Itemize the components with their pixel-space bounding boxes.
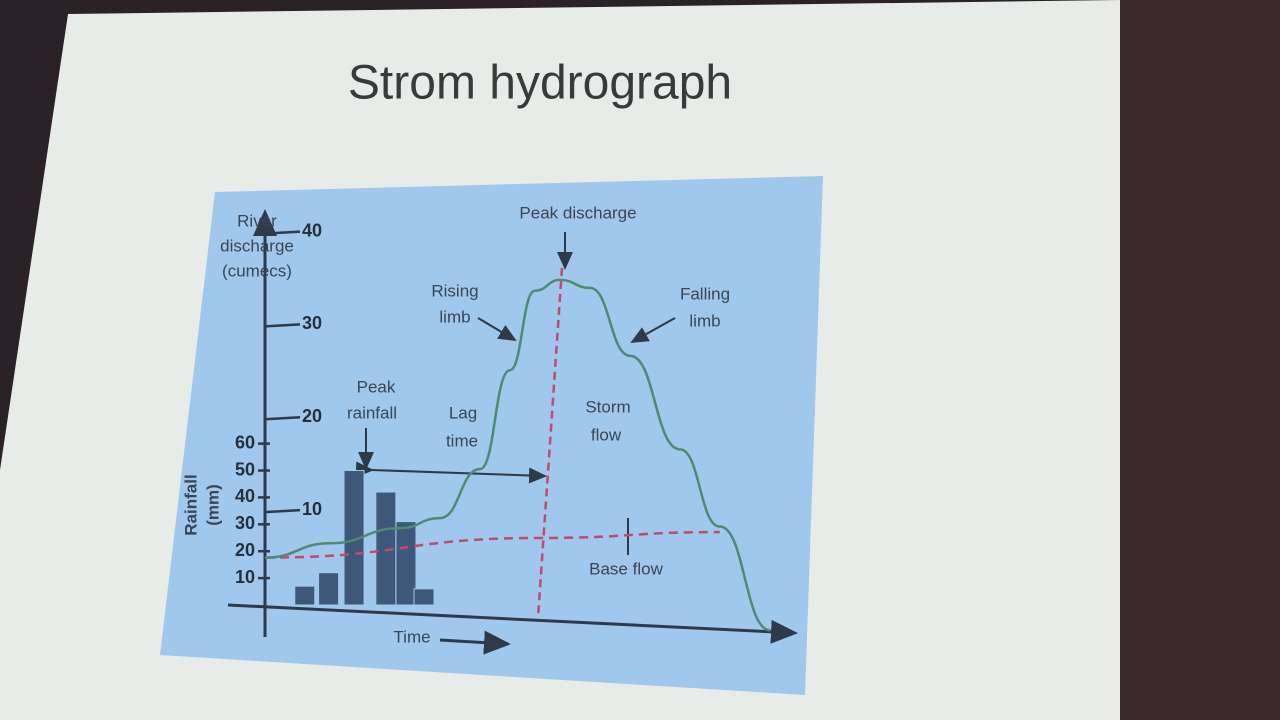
y-tick bbox=[264, 416, 301, 421]
annotation: rainfall bbox=[347, 403, 397, 422]
y-tick bbox=[264, 508, 301, 514]
annotation: time bbox=[446, 431, 478, 450]
annotation: Storm bbox=[585, 397, 630, 416]
annotation: Falling bbox=[680, 284, 730, 303]
y-label: (cumecs) bbox=[222, 261, 292, 280]
annotation: limb bbox=[689, 311, 720, 330]
annotation: limb bbox=[439, 307, 470, 326]
y2-label: Rainfall bbox=[181, 474, 200, 535]
annotation: Rising bbox=[431, 281, 478, 300]
rainfall-bar bbox=[413, 588, 435, 606]
y2-tick-label: 40 bbox=[235, 486, 255, 506]
y-tick-label: 40 bbox=[302, 220, 322, 240]
peak-line bbox=[536, 267, 564, 619]
time-arrow bbox=[439, 630, 511, 655]
y-tick bbox=[264, 230, 301, 235]
y2-tick-label: 50 bbox=[235, 459, 255, 479]
plot: River discharge (cumecs) Rainfall (mm) T… bbox=[181, 203, 798, 655]
y2-tick-label: 10 bbox=[235, 567, 255, 587]
y-tick-label: 30 bbox=[302, 313, 322, 333]
pointer bbox=[630, 317, 676, 343]
annotation: flow bbox=[591, 425, 622, 444]
rainfall-bar bbox=[294, 585, 316, 606]
annotation: Peak discharge bbox=[519, 203, 636, 222]
x-label: Time bbox=[393, 627, 430, 646]
annotation: Peak bbox=[357, 377, 396, 396]
slide-title: Strom hydrograph bbox=[348, 57, 732, 110]
y-tick-label: 10 bbox=[302, 499, 322, 519]
pointer bbox=[477, 317, 517, 342]
lag-arrow bbox=[355, 461, 547, 484]
y-label: River bbox=[237, 211, 277, 230]
y-label: discharge bbox=[220, 236, 294, 255]
rainfall-bar bbox=[318, 572, 340, 606]
y2-tick-label: 20 bbox=[235, 540, 255, 560]
rainfall-bar bbox=[395, 521, 417, 606]
annotation: Lag bbox=[449, 403, 477, 422]
y2-tick-label: 60 bbox=[235, 432, 255, 452]
y-tick bbox=[264, 323, 301, 328]
discharge-line bbox=[264, 278, 771, 632]
wall bbox=[1120, 0, 1280, 720]
y2-label: (mm) bbox=[203, 484, 222, 526]
y2-tick-label: 30 bbox=[235, 513, 255, 533]
y-tick-label: 20 bbox=[302, 406, 322, 426]
rainfall-bar bbox=[343, 470, 365, 606]
annotation: Base flow bbox=[589, 559, 663, 578]
x-axis bbox=[227, 603, 798, 644]
